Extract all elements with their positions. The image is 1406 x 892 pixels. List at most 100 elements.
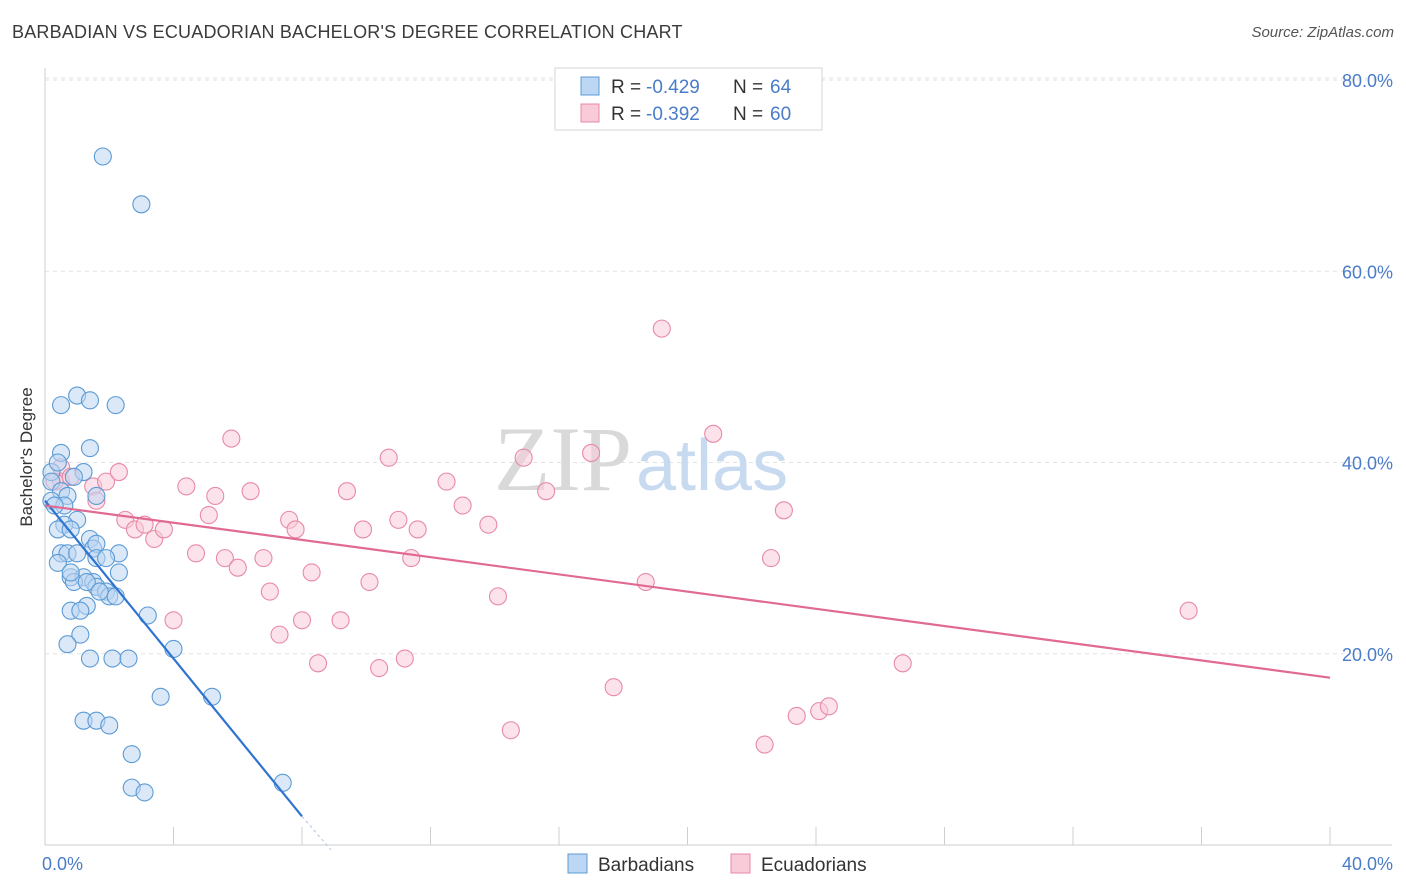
grid: [45, 77, 1392, 655]
barbadian-point: [48, 553, 67, 572]
barbadian-point: [138, 606, 157, 625]
ecuadorian-point: [514, 448, 533, 467]
ecuadorian-swatch: [580, 103, 600, 123]
ecuadorian-point: [893, 654, 912, 673]
n-value: 64: [770, 77, 792, 98]
ecuadorian-point: [353, 520, 373, 539]
ecuadorian-point: [604, 678, 623, 697]
barbadian-point: [71, 625, 90, 644]
y-tick-label: 20.0%: [1342, 645, 1393, 665]
ecuadorian-point: [260, 582, 279, 601]
ecuadorian-point: [286, 520, 305, 539]
ecuadorian-point: [370, 659, 389, 678]
series-legend: Barbadians Ecuadorians: [567, 853, 867, 876]
ecuadorian-point: [228, 558, 247, 577]
x-tick-label: 40.0%: [1342, 854, 1393, 874]
barbadian-point: [132, 195, 151, 214]
barbadian-point: [119, 649, 138, 668]
ecuadorian-point: [402, 549, 421, 568]
y-tick-label: 60.0%: [1342, 262, 1393, 282]
axes: [44, 68, 1392, 846]
barbadian-point: [71, 601, 90, 620]
r-value: -0.429: [646, 77, 700, 98]
legend-barbadians-swatch: [567, 853, 588, 874]
trend-lines: [44, 500, 1331, 851]
y-axis-label: Bachelor's Degree: [17, 387, 36, 526]
ecuadorian-point: [389, 510, 408, 529]
barbadian-point: [273, 773, 292, 792]
barbadian-point: [61, 563, 80, 582]
ecuadorian-point: [488, 587, 508, 606]
barbadian-point: [164, 639, 183, 659]
ecuadorian-point: [241, 482, 260, 501]
ecuadorian-point: [164, 611, 183, 630]
barbadian-point: [80, 391, 100, 410]
barbadian-point: [80, 439, 100, 458]
ecuadorian-point: [787, 706, 806, 725]
watermark-zip: ZIP: [494, 408, 632, 510]
legend-ecuadorians-label: Ecuadorians: [761, 855, 867, 876]
barbadian-point: [87, 486, 106, 506]
barbadian-point: [100, 716, 119, 735]
ecuadorian-point: [408, 520, 427, 539]
legend-barbadians-label: Barbadians: [598, 855, 694, 876]
ecuadorian-point: [501, 721, 520, 740]
barbadian-point: [80, 649, 100, 668]
y-tick-label: 40.0%: [1342, 454, 1393, 474]
n-value: 60: [770, 104, 791, 125]
barbadian-point: [64, 467, 83, 486]
legend-ecuadorians-swatch: [730, 853, 751, 874]
barbadian-point: [77, 572, 96, 592]
ecuadorian-point: [292, 611, 312, 630]
ecuadorian-point: [1179, 601, 1198, 620]
barbadian-point: [52, 396, 71, 415]
barbadian-point: [58, 635, 77, 654]
n-label: N =: [733, 77, 763, 98]
barbadian-point: [61, 520, 80, 539]
ecuadorian-point: [302, 563, 321, 582]
ecuadorian-point: [704, 424, 723, 443]
ecuadorian-point: [437, 472, 456, 491]
ecuadorian-point: [582, 443, 601, 462]
barbadian-point: [103, 649, 122, 668]
ecuadorian-point: [206, 486, 225, 506]
ecuadorian-point: [177, 477, 196, 496]
ecuadorian-point: [337, 482, 357, 501]
ecuadorian-point: [360, 572, 379, 592]
barbadian-point: [68, 544, 87, 563]
ecuadorian-point: [453, 496, 472, 515]
barbadian-point: [96, 549, 116, 568]
barbadian-trend-extension: [301, 815, 332, 851]
barbadian-point: [109, 563, 128, 582]
ecuadorian-point: [819, 697, 838, 716]
barbadian-point: [203, 687, 222, 706]
chart-title: BARBADIAN VS ECUADORIAN BACHELOR'S DEGRE…: [12, 22, 683, 42]
ecuadorian-point: [309, 654, 328, 673]
barbadian-trend-line: [44, 500, 303, 818]
barbadian-point: [48, 453, 67, 472]
r-label: R =: [611, 104, 641, 125]
barbadian-point: [122, 745, 141, 764]
barbadian-point: [151, 687, 170, 706]
ecuadorian-point: [186, 544, 206, 563]
n-label: N =: [733, 104, 763, 125]
data-points: [42, 147, 1198, 802]
tick-labels: 20.0% 40.0% 60.0% 80.0% 0.0% 40.0%: [42, 71, 1393, 874]
ecuadorian-point: [774, 501, 793, 520]
ecuadorian-trend-line: [44, 504, 1331, 679]
r-label: R =: [611, 77, 641, 98]
barbadian-point: [90, 582, 109, 601]
stats-legend: R = -0.429 N = 64 R = -0.392 N = 60: [554, 67, 823, 131]
ecuadorian-point: [636, 572, 655, 592]
barbadian-point: [106, 396, 125, 415]
ecuadorian-point: [222, 429, 241, 448]
ecuadorian-point: [331, 611, 350, 630]
ecuadorian-point: [395, 649, 414, 668]
ecuadorian-point: [270, 625, 289, 644]
r-value: -0.392: [646, 104, 700, 125]
ecuadorian-point: [109, 463, 128, 482]
ecuadorian-point: [96, 472, 116, 491]
y-tick-label: 80.0%: [1342, 71, 1393, 91]
ecuadorian-point: [154, 520, 173, 539]
